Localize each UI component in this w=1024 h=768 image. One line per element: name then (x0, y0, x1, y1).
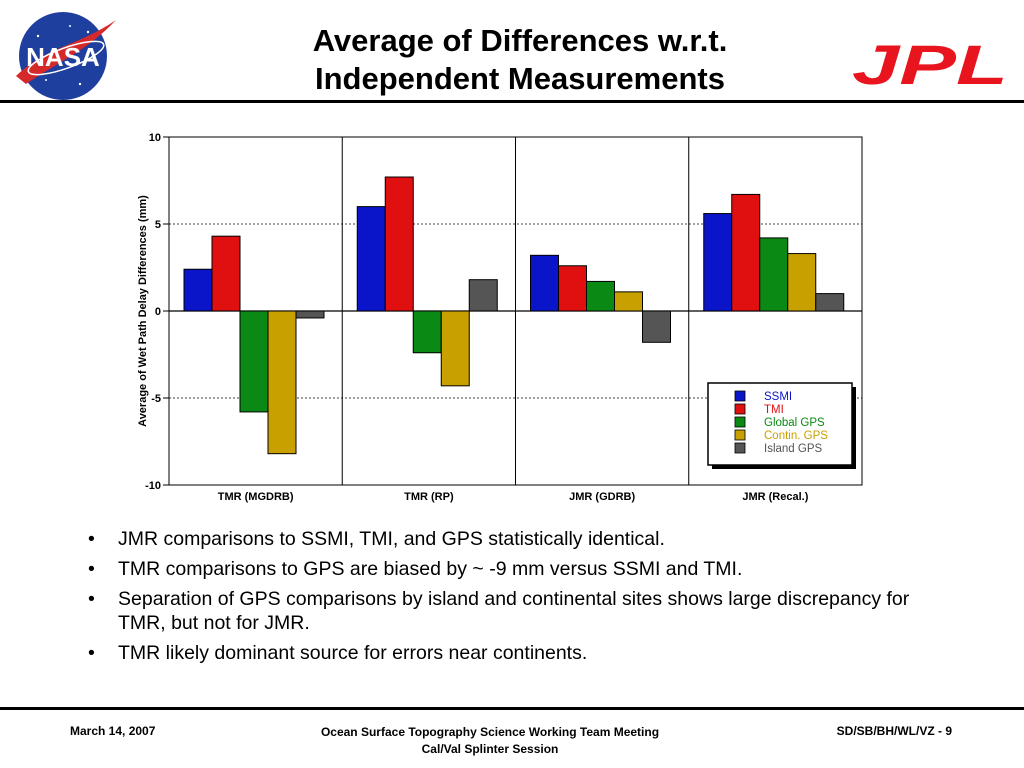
legend-swatch (734, 390, 746, 402)
legend-swatch (734, 403, 746, 415)
bar (440, 310, 470, 387)
bar (183, 268, 213, 312)
legend-label: Contin. GPS (764, 430, 828, 442)
y-tick-label: -5 (151, 393, 161, 405)
bar (586, 280, 615, 312)
footer-session: Cal/Val Splinter Session (421, 742, 559, 756)
legend-label: Island GPS (764, 443, 822, 455)
bar (614, 291, 643, 312)
footer-divider (0, 707, 1024, 710)
x-category-label: JMR (GDRB) (569, 491, 635, 503)
footer-meeting: Ocean Surface Topography Science Working… (250, 724, 730, 758)
header-divider (0, 100, 1024, 103)
bar (759, 237, 789, 312)
title-line-2: Independent Measurements (315, 61, 725, 96)
bar (703, 213, 733, 312)
bullet-item: JMR comparisons to SSMI, TMI, and GPS st… (78, 527, 938, 551)
legend-label: Global GPS (764, 417, 825, 429)
x-category-label: JMR (Recal.) (742, 491, 808, 503)
title-line-1: Average of Differences w.r.t. (312, 23, 728, 58)
bullet-list: JMR comparisons to SSMI, TMI, and GPS st… (78, 527, 938, 671)
bar (815, 293, 845, 312)
bar (642, 310, 671, 343)
jpl-logo-text: JPL (852, 38, 1008, 90)
bar (787, 253, 817, 312)
legend-label: SSMI (764, 391, 792, 403)
bullet-item: Separation of GPS comparisons by island … (78, 587, 938, 635)
legend-swatch (734, 442, 746, 454)
y-tick-label: 5 (155, 219, 161, 231)
y-tick-label: -10 (145, 480, 161, 492)
bar (558, 265, 587, 312)
footer-date: March 14, 2007 (70, 724, 156, 738)
bar (356, 206, 386, 312)
y-axis-label: Average of Wet Path Delay Differences (m… (137, 195, 149, 427)
footer-meeting-name: Ocean Surface Topography Science Working… (320, 725, 660, 739)
nasa-logo-text: NASA (26, 42, 100, 72)
legend-box (707, 382, 853, 466)
legend-swatch (734, 429, 746, 441)
footer-slide-id: SD/SB/BH/WL/VZ - 9 (836, 724, 952, 738)
legend-label: TMI (764, 404, 784, 416)
bullet-item: TMR likely dominant source for errors ne… (78, 641, 938, 665)
jpl-logo: JPL (852, 38, 1008, 90)
bar-chart: 10 5 0 -5 -10 Average of Wet Path Delay Diffe… (137, 132, 863, 503)
bar (384, 176, 414, 312)
bar (267, 310, 297, 455)
bar (412, 310, 442, 354)
bar (468, 279, 498, 312)
nasa-logo: NASA (16, 12, 116, 100)
slide-title: Average of Differences w.r.t. Independen… (200, 22, 840, 98)
x-category-label: TMR (RP) (404, 491, 454, 503)
bar (239, 310, 269, 413)
x-category-label: TMR (MGDRB) (218, 491, 294, 503)
y-tick-label: 10 (149, 132, 161, 144)
legend-swatch (734, 416, 746, 428)
bar (211, 235, 241, 312)
y-tick-label: 0 (155, 306, 161, 318)
bar (731, 193, 761, 312)
bar (295, 310, 325, 319)
bullet-item: TMR comparisons to GPS are biased by ~ -… (78, 557, 938, 581)
bar (530, 254, 559, 312)
